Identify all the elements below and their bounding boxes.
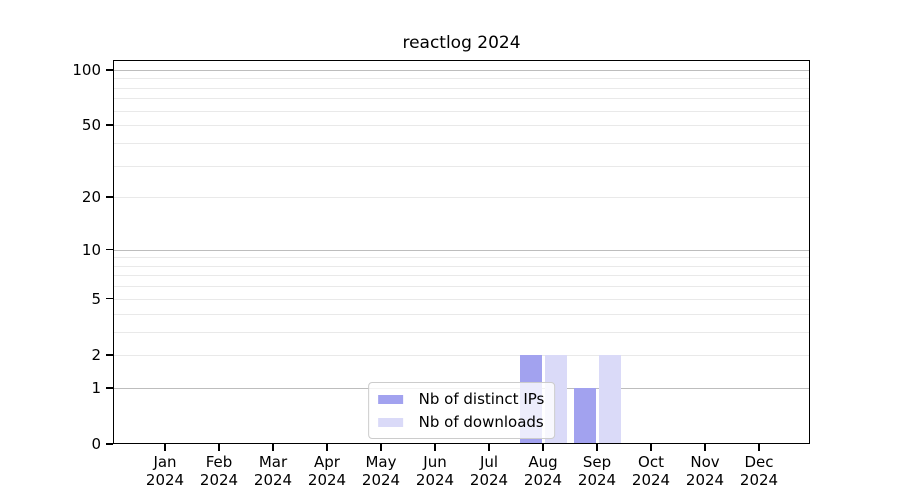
x-axis-tick-label: Oct 2024 [631,453,671,489]
y-gridline-minor [113,286,810,288]
y-gridline-minor [113,165,810,167]
x-axis-tick [488,444,490,451]
y-gridline [113,197,810,199]
y-axis-tick [106,443,113,445]
plot-area: Nb of distinct IPs Nb of downloads [113,60,810,444]
x-axis-tick [596,444,598,451]
x-axis-tick [218,444,220,451]
legend-swatch-distinct-ips [377,394,403,404]
y-gridline-minor [113,110,810,112]
x-axis-tick-label: May 2024 [361,453,401,489]
y-gridline-minor [113,142,810,144]
y-axis-tick-label: 1 [91,378,101,397]
x-axis-tick-label: Jun 2024 [415,453,455,489]
legend-item-distinct-ips: Nb of distinct IPs [377,389,545,409]
x-axis-tick [704,444,706,451]
y-gridline [113,69,810,71]
y-axis-tick-label: 20 [81,188,101,207]
legend-item-downloads: Nb of downloads [377,412,545,432]
y-axis-tick [106,124,113,126]
chart-title: reactlog 2024 [402,33,521,53]
y-gridline-minor [113,275,810,277]
x-axis-tick-label: Dec 2024 [739,453,779,489]
x-axis-tick-label: Mar 2024 [253,453,293,489]
x-axis-tick [380,444,382,451]
x-axis-tick-label: Apr 2024 [307,453,347,489]
x-axis-tick-label: Nov 2024 [685,453,725,489]
x-axis-tick [272,444,274,451]
x-axis-tick-label: Sep 2024 [577,453,617,489]
legend-label-downloads: Nb of downloads [418,413,544,431]
y-axis-tick [106,248,113,251]
y-gridline [113,125,810,127]
bar-downloads [599,354,621,444]
y-axis-tick [106,69,113,71]
y-axis-tick [106,196,113,198]
y-axis-tick-label: 0 [91,435,101,453]
y-gridline [113,354,810,356]
legend-swatch-downloads [377,417,403,427]
bar-distinct-ips [574,387,596,444]
legend: Nb of distinct IPs Nb of downloads [367,382,556,439]
y-gridline-minor [113,98,810,100]
y-gridline-minor [113,331,810,333]
x-axis-tick [758,444,760,451]
x-axis-tick [434,444,436,451]
x-axis-tick-label: Jan 2024 [145,453,185,489]
y-axis-tick-label: 2 [91,345,101,364]
y-axis-tick-label: 5 [91,289,101,308]
x-axis-tick-label: Aug 2024 [523,453,563,489]
y-gridline-minor [113,265,810,267]
x-axis-tick-label: Feb 2024 [199,453,239,489]
y-gridline [113,249,810,251]
x-axis-tick [164,444,166,451]
y-gridline-minor [113,313,810,315]
y-axis-tick [106,387,113,389]
x-axis-tick-label: Jul 2024 [469,453,509,489]
y-gridline [113,298,810,300]
y-gridline-minor [113,87,810,89]
y-axis-tick [106,354,113,356]
y-axis-tick-label: 10 [81,240,101,259]
y-gridline-minor [113,257,810,259]
y-axis-tick-label: 50 [81,116,101,135]
legend-label-distinct-ips: Nb of distinct IPs [418,390,545,408]
y-axis-tick [106,297,113,300]
y-axis-tick-label: 100 [72,60,101,79]
x-axis-tick [326,444,328,451]
x-axis-tick [650,444,652,451]
y-gridline-minor [113,78,810,80]
x-axis-tick [542,444,544,451]
